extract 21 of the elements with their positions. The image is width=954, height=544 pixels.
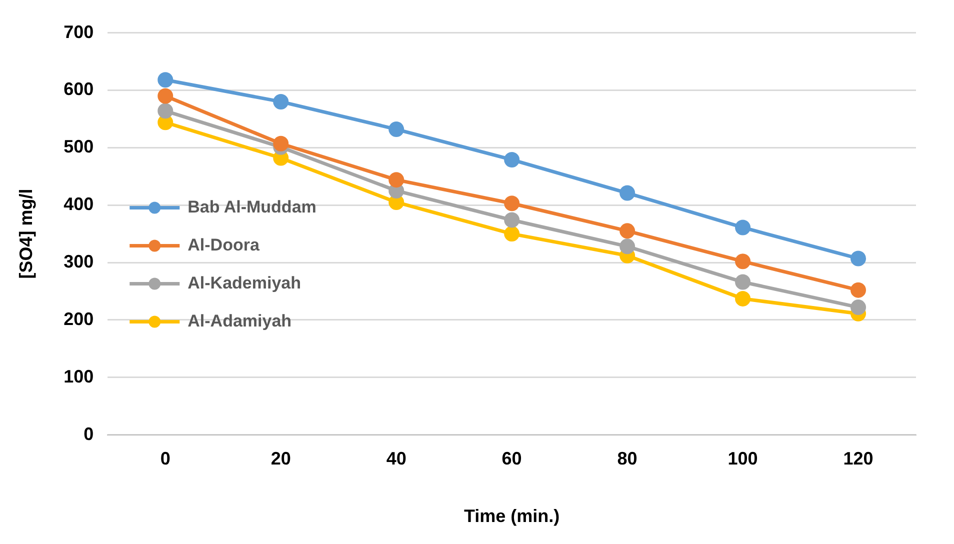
x-tick-label: 80 (617, 448, 638, 469)
y-tick-label: 700 (64, 22, 94, 42)
x-axis-title: Time (min.) (464, 506, 560, 526)
x-tick-label: 0 (160, 448, 170, 469)
y-tick-label: 300 (64, 251, 94, 272)
y-tick-label: 100 (64, 366, 94, 386)
x-tick-label: 60 (502, 448, 522, 469)
x-tick-label: 40 (386, 448, 406, 469)
y-tick-label: 200 (64, 308, 94, 329)
legend-label: Al-Adamiyah (188, 311, 292, 330)
x-tick-label: 20 (270, 448, 291, 469)
legend-label: Bab Al-Muddam (188, 197, 316, 216)
legend-label: Al-Kademiyah (188, 273, 302, 292)
legend-label: Al-Doora (188, 235, 260, 254)
y-tick-label: 0 (84, 424, 94, 444)
x-tick-label: 100 (728, 448, 758, 469)
y-tick-label: 400 (64, 194, 94, 214)
x-tick-label: 120 (843, 448, 874, 469)
y-tick-label: 500 (64, 136, 94, 157)
y-tick-label: 600 (64, 79, 94, 100)
y-axis-title: [SO4] mg/l (16, 188, 36, 279)
